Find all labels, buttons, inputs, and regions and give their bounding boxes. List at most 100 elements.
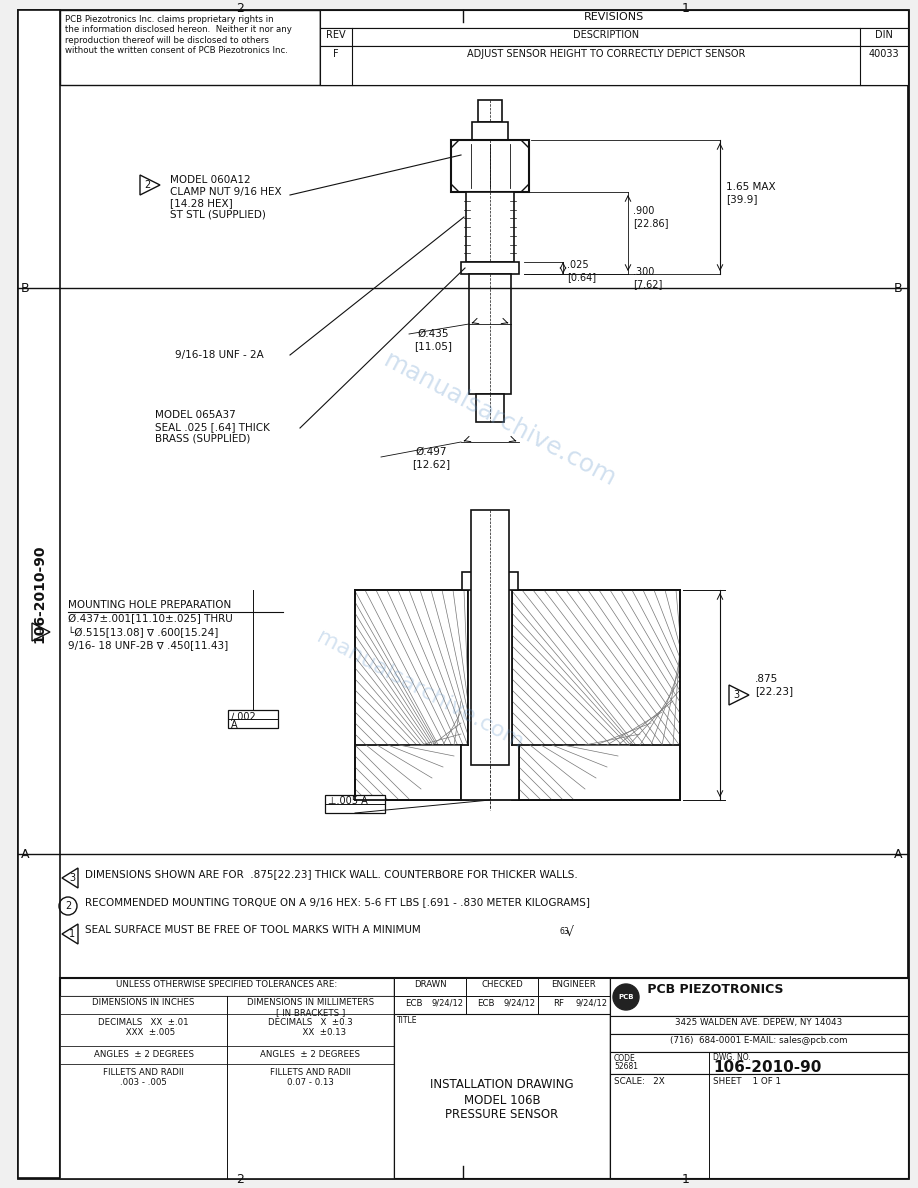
Text: A: A: [231, 720, 238, 729]
Text: 2: 2: [237, 2, 244, 15]
Bar: [538, 978, 610, 996]
Text: ANGLES  ± 2 DEGREES: ANGLES ± 2 DEGREES: [94, 1050, 194, 1059]
Text: .875
[22.23]: .875 [22.23]: [755, 675, 793, 696]
Text: DWG. NO.: DWG. NO.: [713, 1053, 751, 1062]
Bar: [469, 274, 511, 394]
Bar: [394, 996, 466, 1015]
Text: .025
[0.64]: .025 [0.64]: [567, 260, 596, 282]
Bar: [466, 192, 514, 263]
Bar: [228, 710, 278, 728]
Bar: [320, 10, 908, 29]
Text: .300
[7.62]: .300 [7.62]: [633, 267, 663, 289]
Text: 9/24/12: 9/24/12: [576, 999, 608, 1007]
Text: 9/24/12: 9/24/12: [432, 999, 464, 1007]
Bar: [538, 996, 610, 1015]
Text: 1: 1: [681, 1173, 689, 1186]
Text: SCALE:   2X: SCALE: 2X: [614, 1078, 665, 1086]
Text: 106-2010-90: 106-2010-90: [713, 1060, 822, 1075]
Bar: [60, 10, 320, 86]
Text: └Ø.515[13.08] ∇ .600[15.24]: └Ø.515[13.08] ∇ .600[15.24]: [68, 627, 218, 638]
Text: DRAWN: DRAWN: [414, 980, 446, 988]
Bar: [466, 996, 538, 1015]
Text: DECIMALS   X  ±0.3
          XX  ±0.13: DECIMALS X ±0.3 XX ±0.13: [268, 1018, 353, 1037]
Text: 52681: 52681: [614, 1062, 638, 1072]
Text: CODE: CODE: [614, 1054, 636, 1063]
Bar: [394, 978, 610, 1178]
Text: DIMENSIONS IN MILLIMETERS
[ IN BRACKETS ]: DIMENSIONS IN MILLIMETERS [ IN BRACKETS …: [247, 998, 374, 1017]
Text: DECIMALS   XX  ±.01
     XXX  ±.005: DECIMALS XX ±.01 XXX ±.005: [98, 1018, 189, 1037]
Bar: [610, 1074, 908, 1178]
Text: manualsarchive.com: manualsarchive.com: [313, 627, 527, 753]
Text: REV: REV: [326, 30, 346, 40]
Circle shape: [613, 984, 639, 1010]
Bar: [60, 1064, 394, 1178]
Bar: [471, 510, 509, 765]
Bar: [320, 46, 908, 86]
Bar: [355, 745, 461, 800]
Text: 1: 1: [681, 2, 689, 15]
Text: A: A: [21, 847, 29, 860]
Text: 9/16-18 UNF - 2A: 9/16-18 UNF - 2A: [175, 350, 263, 360]
Text: B: B: [894, 282, 902, 295]
Text: 63: 63: [560, 927, 570, 936]
Text: PCB: PCB: [618, 994, 633, 1000]
Text: 1.65 MAX
[39.9]: 1.65 MAX [39.9]: [726, 182, 776, 204]
Text: ⊥.005 A: ⊥.005 A: [328, 796, 368, 805]
Text: √: √: [566, 925, 574, 939]
Text: CHECKED: CHECKED: [481, 980, 523, 988]
Bar: [320, 29, 908, 46]
Bar: [320, 10, 908, 86]
Text: DIMENSIONS SHOWN ARE FOR  .875[22.23] THICK WALL. COUNTERBORE FOR THICKER WALLS.: DIMENSIONS SHOWN ARE FOR .875[22.23] THI…: [85, 868, 577, 879]
Text: 9/24/12: 9/24/12: [504, 999, 536, 1007]
Text: SHEET    1 OF 1: SHEET 1 OF 1: [713, 1078, 781, 1086]
Bar: [325, 795, 385, 813]
Text: .900
[22.86]: .900 [22.86]: [633, 206, 668, 228]
Text: RECOMMENDED MOUNTING TORQUE ON A 9/16 HEX: 5-6 FT LBS [.691 - .830 METER KILOGRA: RECOMMENDED MOUNTING TORQUE ON A 9/16 HE…: [85, 897, 590, 906]
Bar: [60, 996, 394, 1015]
Bar: [451, 140, 529, 192]
Bar: [610, 978, 908, 1016]
Text: 2: 2: [144, 181, 151, 190]
Bar: [472, 122, 508, 140]
Text: A: A: [894, 847, 902, 860]
Bar: [461, 745, 519, 800]
Text: RF: RF: [553, 999, 564, 1007]
Bar: [519, 745, 680, 800]
Text: SEAL SURFACE MUST BE FREE OF TOOL MARKS WITH A MINIMUM: SEAL SURFACE MUST BE FREE OF TOOL MARKS …: [85, 925, 420, 935]
Bar: [468, 590, 512, 745]
Text: B: B: [21, 282, 29, 295]
Text: FILLETS AND RADII
.003 - .005: FILLETS AND RADII .003 - .005: [103, 1068, 184, 1087]
Bar: [610, 978, 908, 1178]
Text: ANGLES  ± 2 DEGREES: ANGLES ± 2 DEGREES: [261, 1050, 361, 1059]
Text: Ø.437±.001[11.10±.025] THRU: Ø.437±.001[11.10±.025] THRU: [68, 614, 233, 624]
Bar: [466, 978, 538, 996]
Text: PCB Piezotronics Inc. claims proprietary rights in
the information disclosed her: PCB Piezotronics Inc. claims proprietary…: [65, 15, 292, 55]
Text: DIN: DIN: [875, 30, 893, 40]
Bar: [60, 978, 908, 1178]
Bar: [394, 978, 466, 996]
Bar: [478, 100, 502, 122]
Text: ENGINEER: ENGINEER: [552, 980, 597, 988]
Text: FILLETS AND RADII
0.07 - 0.13: FILLETS AND RADII 0.07 - 0.13: [270, 1068, 351, 1087]
Text: 3: 3: [733, 690, 739, 700]
Bar: [461, 263, 519, 274]
Bar: [18, 10, 60, 1178]
Bar: [355, 590, 468, 800]
Text: 3: 3: [69, 873, 75, 883]
Text: DESCRIPTION: DESCRIPTION: [573, 30, 639, 40]
Text: 2: 2: [237, 1173, 244, 1186]
Text: MOUNTING HOLE PREPARATION: MOUNTING HOLE PREPARATION: [68, 600, 231, 609]
Bar: [512, 590, 680, 800]
Text: (716)  684-0001 E-MAIL: sales@pcb.com: (716) 684-0001 E-MAIL: sales@pcb.com: [670, 1036, 847, 1045]
Text: manualsarchive.com: manualsarchive.com: [379, 348, 621, 492]
Bar: [60, 1015, 394, 1045]
Text: DIMENSIONS IN INCHES: DIMENSIONS IN INCHES: [93, 998, 195, 1007]
Text: MODEL 060A12
CLAMP NUT 9/16 HEX
[14.28 HEX]
ST STL (SUPPLIED): MODEL 060A12 CLAMP NUT 9/16 HEX [14.28 H…: [170, 175, 282, 220]
Bar: [60, 978, 394, 1178]
Text: MODEL 065A37
SEAL .025 [.64] THICK
BRASS (SUPPLIED): MODEL 065A37 SEAL .025 [.64] THICK BRASS…: [155, 410, 270, 443]
Text: PCB PIEZOTRONICS: PCB PIEZOTRONICS: [643, 982, 783, 996]
Text: UNLESS OTHERWISE SPECIFIED TOLERANCES ARE:: UNLESS OTHERWISE SPECIFIED TOLERANCES AR…: [117, 980, 338, 988]
Text: Ø.497
[12.62]: Ø.497 [12.62]: [412, 447, 450, 468]
Text: 9/16- 18 UNF-2B ∇ .450[11.43]: 9/16- 18 UNF-2B ∇ .450[11.43]: [68, 640, 229, 650]
Bar: [610, 1016, 908, 1034]
